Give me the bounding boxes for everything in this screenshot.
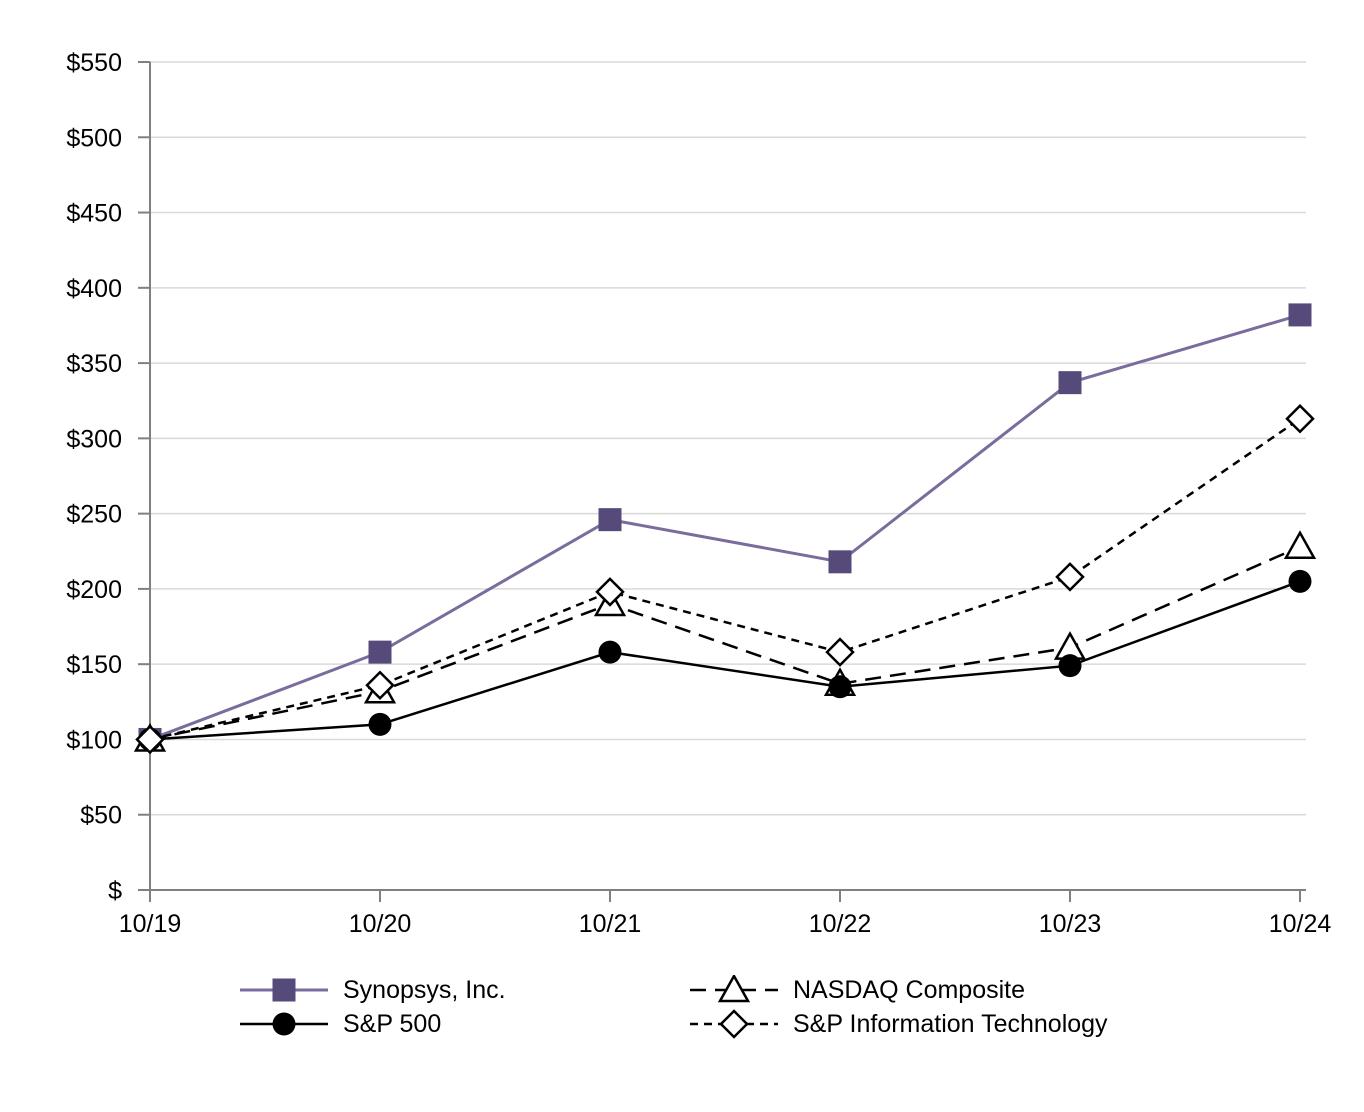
svg-text:$300: $300 [66, 425, 122, 453]
svg-text:10/23: 10/23 [1039, 910, 1102, 938]
legend-item-synopsys: Synopsys, Inc. [238, 974, 506, 1006]
svg-text:$350: $350 [66, 350, 122, 378]
legend-column-1: Synopsys, Inc. S&P 500 [238, 974, 506, 1040]
svg-text:$450: $450 [66, 200, 122, 228]
legend-label-sp500: S&P 500 [343, 1009, 442, 1038]
svg-text:$500: $500 [66, 124, 122, 152]
svg-text:$100: $100 [66, 726, 122, 754]
svg-text:10/22: 10/22 [809, 910, 872, 938]
series-3 [135, 404, 1315, 755]
sp500-line-circle-marker-icon [240, 1012, 328, 1036]
nasdaq-line-triangle-marker-icon [690, 975, 778, 1003]
synopsys-line-square-marker-icon [240, 978, 328, 1002]
svg-text:$250: $250 [66, 501, 122, 529]
series-2 [138, 569, 1312, 751]
svg-text:$: $ [108, 877, 122, 905]
legend-item-sp-it: S&P Information Technology [688, 1008, 1108, 1040]
plot-area: $ $50 $100 $150 $200 $250 $300 $350 $400 $450 $500… [66, 49, 1332, 938]
svg-text:10/19: 10/19 [119, 910, 182, 938]
svg-text:$200: $200 [66, 576, 122, 604]
legend-item-sp500: S&P 500 [238, 1008, 506, 1040]
svg-text:$400: $400 [66, 275, 122, 303]
svg-text:$550: $550 [66, 49, 122, 77]
legend-column-2: NASDAQ Composite S&P Information Technol… [688, 974, 1108, 1040]
svg-text:10/24: 10/24 [1269, 910, 1332, 938]
legend-label-nasdaq: NASDAQ Composite [793, 975, 1026, 1004]
svg-text:10/20: 10/20 [349, 910, 412, 938]
legend-item-nasdaq: NASDAQ Composite [688, 974, 1108, 1006]
series-0 [138, 303, 1312, 751]
svg-text:$50: $50 [80, 802, 122, 830]
svg-text:10/21: 10/21 [579, 910, 642, 938]
legend-label-sp-it: S&P Information Technology [793, 1009, 1108, 1038]
svg-text:$150: $150 [66, 651, 122, 679]
sp-information-technology-line-diamond-marker-icon [690, 1009, 778, 1039]
legend-label-synopsys: Synopsys, Inc. [343, 975, 506, 1004]
